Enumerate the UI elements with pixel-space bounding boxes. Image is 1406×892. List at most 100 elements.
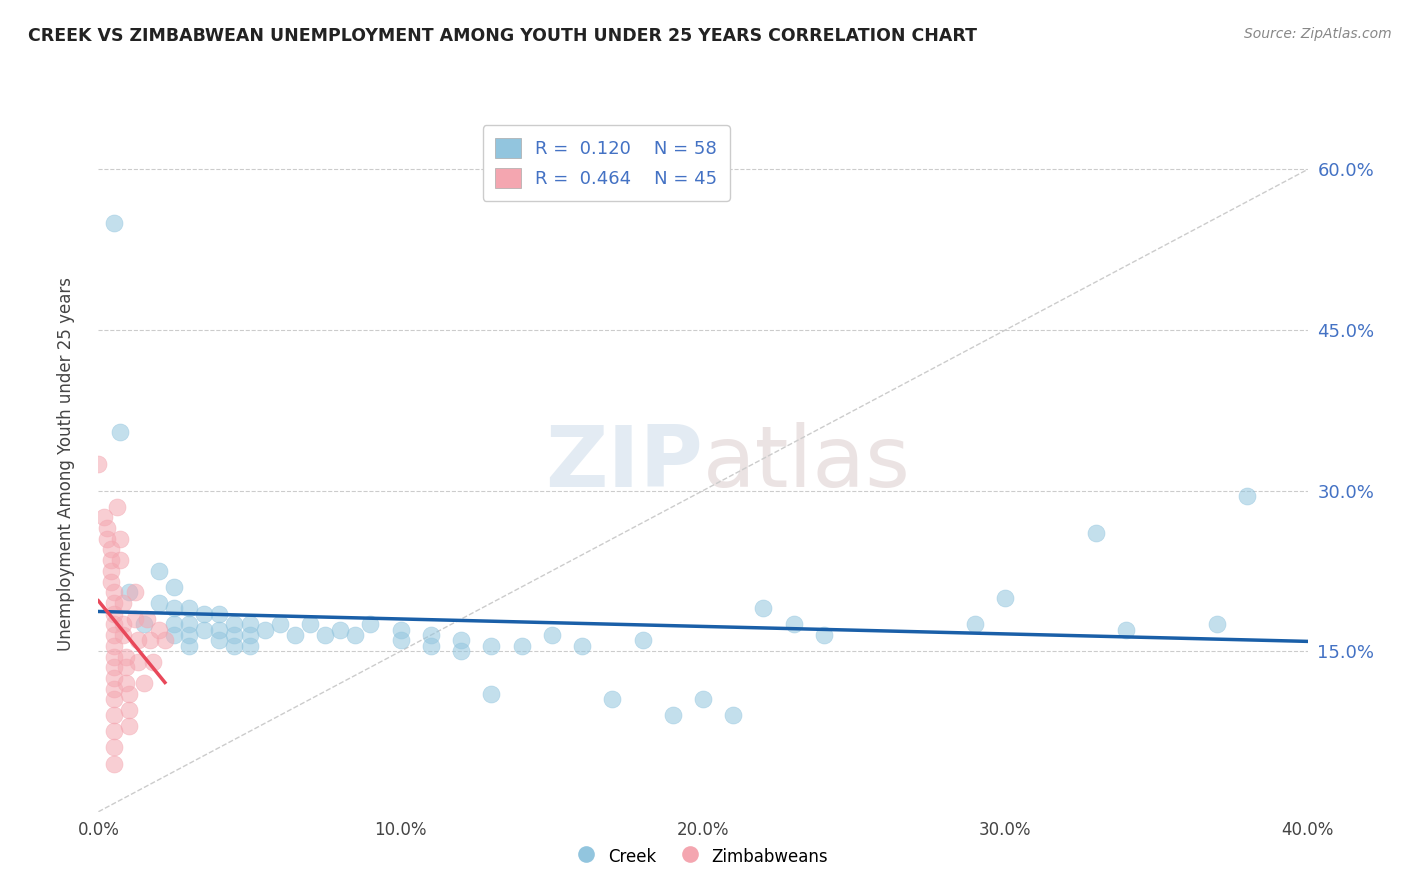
Point [111, 628, 134, 642]
Point [224, 628, 246, 642]
Point [139, 633, 162, 648]
Point [103, 708, 125, 723]
Point [100, 542, 122, 557]
Point [103, 617, 125, 632]
Point [420, 628, 443, 642]
Point [179, 639, 201, 653]
Point [571, 639, 593, 653]
Point [239, 617, 262, 632]
Point [193, 607, 215, 621]
Text: ZIP: ZIP [546, 422, 703, 506]
Point [103, 681, 125, 696]
Point [179, 601, 201, 615]
Point [103, 628, 125, 642]
Point [481, 639, 503, 653]
Point [1236, 489, 1258, 503]
Point [208, 623, 231, 637]
Point [103, 639, 125, 653]
Point [208, 633, 231, 648]
Point [450, 633, 472, 648]
Point [87, 457, 110, 471]
Legend: Creek, Zimbabweans: Creek, Zimbabweans [571, 839, 835, 873]
Point [783, 617, 806, 632]
Point [1115, 623, 1137, 637]
Point [163, 628, 186, 642]
Point [118, 703, 141, 717]
Point [148, 596, 170, 610]
Point [108, 553, 131, 567]
Point [662, 708, 685, 723]
Point [103, 585, 125, 599]
Point [103, 649, 125, 664]
Point [132, 617, 155, 632]
Point [127, 633, 149, 648]
Point [114, 660, 136, 674]
Point [118, 687, 141, 701]
Point [93, 510, 115, 524]
Point [540, 628, 562, 642]
Point [108, 425, 131, 439]
Point [103, 596, 125, 610]
Point [124, 612, 146, 626]
Point [132, 676, 155, 690]
Point [269, 617, 291, 632]
Point [481, 687, 503, 701]
Point [118, 719, 141, 733]
Point [127, 655, 149, 669]
Point [1085, 526, 1108, 541]
Point [96, 521, 118, 535]
Point [103, 740, 125, 755]
Point [208, 607, 231, 621]
Point [994, 591, 1017, 605]
Point [752, 601, 775, 615]
Point [420, 639, 443, 653]
Point [224, 617, 246, 632]
Y-axis label: Unemployment Among Youth under 25 years: Unemployment Among Youth under 25 years [56, 277, 75, 651]
Point [299, 617, 322, 632]
Point [96, 532, 118, 546]
Point [179, 617, 201, 632]
Point [105, 500, 128, 514]
Point [179, 628, 201, 642]
Point [103, 756, 125, 771]
Point [148, 564, 170, 578]
Point [111, 617, 134, 632]
Point [103, 607, 125, 621]
Point [148, 623, 170, 637]
Point [813, 628, 835, 642]
Point [163, 617, 186, 632]
Point [314, 628, 336, 642]
Point [103, 671, 125, 685]
Point [100, 553, 122, 567]
Point [239, 639, 262, 653]
Point [142, 655, 165, 669]
Point [344, 628, 367, 642]
Point [224, 639, 246, 653]
Point [602, 692, 624, 706]
Point [108, 532, 131, 546]
Point [1206, 617, 1229, 632]
Point [135, 612, 157, 626]
Point [965, 617, 987, 632]
Point [103, 660, 125, 674]
Point [153, 633, 176, 648]
Point [114, 676, 136, 690]
Point [510, 639, 533, 653]
Point [631, 633, 654, 648]
Point [389, 633, 412, 648]
Point [163, 580, 186, 594]
Point [118, 585, 141, 599]
Point [103, 692, 125, 706]
Text: CREEK VS ZIMBABWEAN UNEMPLOYMENT AMONG YOUTH UNDER 25 YEARS CORRELATION CHART: CREEK VS ZIMBABWEAN UNEMPLOYMENT AMONG Y… [28, 27, 977, 45]
Point [103, 216, 125, 230]
Text: atlas: atlas [703, 422, 911, 506]
Point [450, 644, 472, 658]
Point [124, 585, 146, 599]
Point [103, 724, 125, 739]
Point [360, 617, 382, 632]
Point [163, 601, 186, 615]
Point [253, 623, 276, 637]
Point [100, 564, 122, 578]
Point [239, 628, 262, 642]
Point [389, 623, 412, 637]
